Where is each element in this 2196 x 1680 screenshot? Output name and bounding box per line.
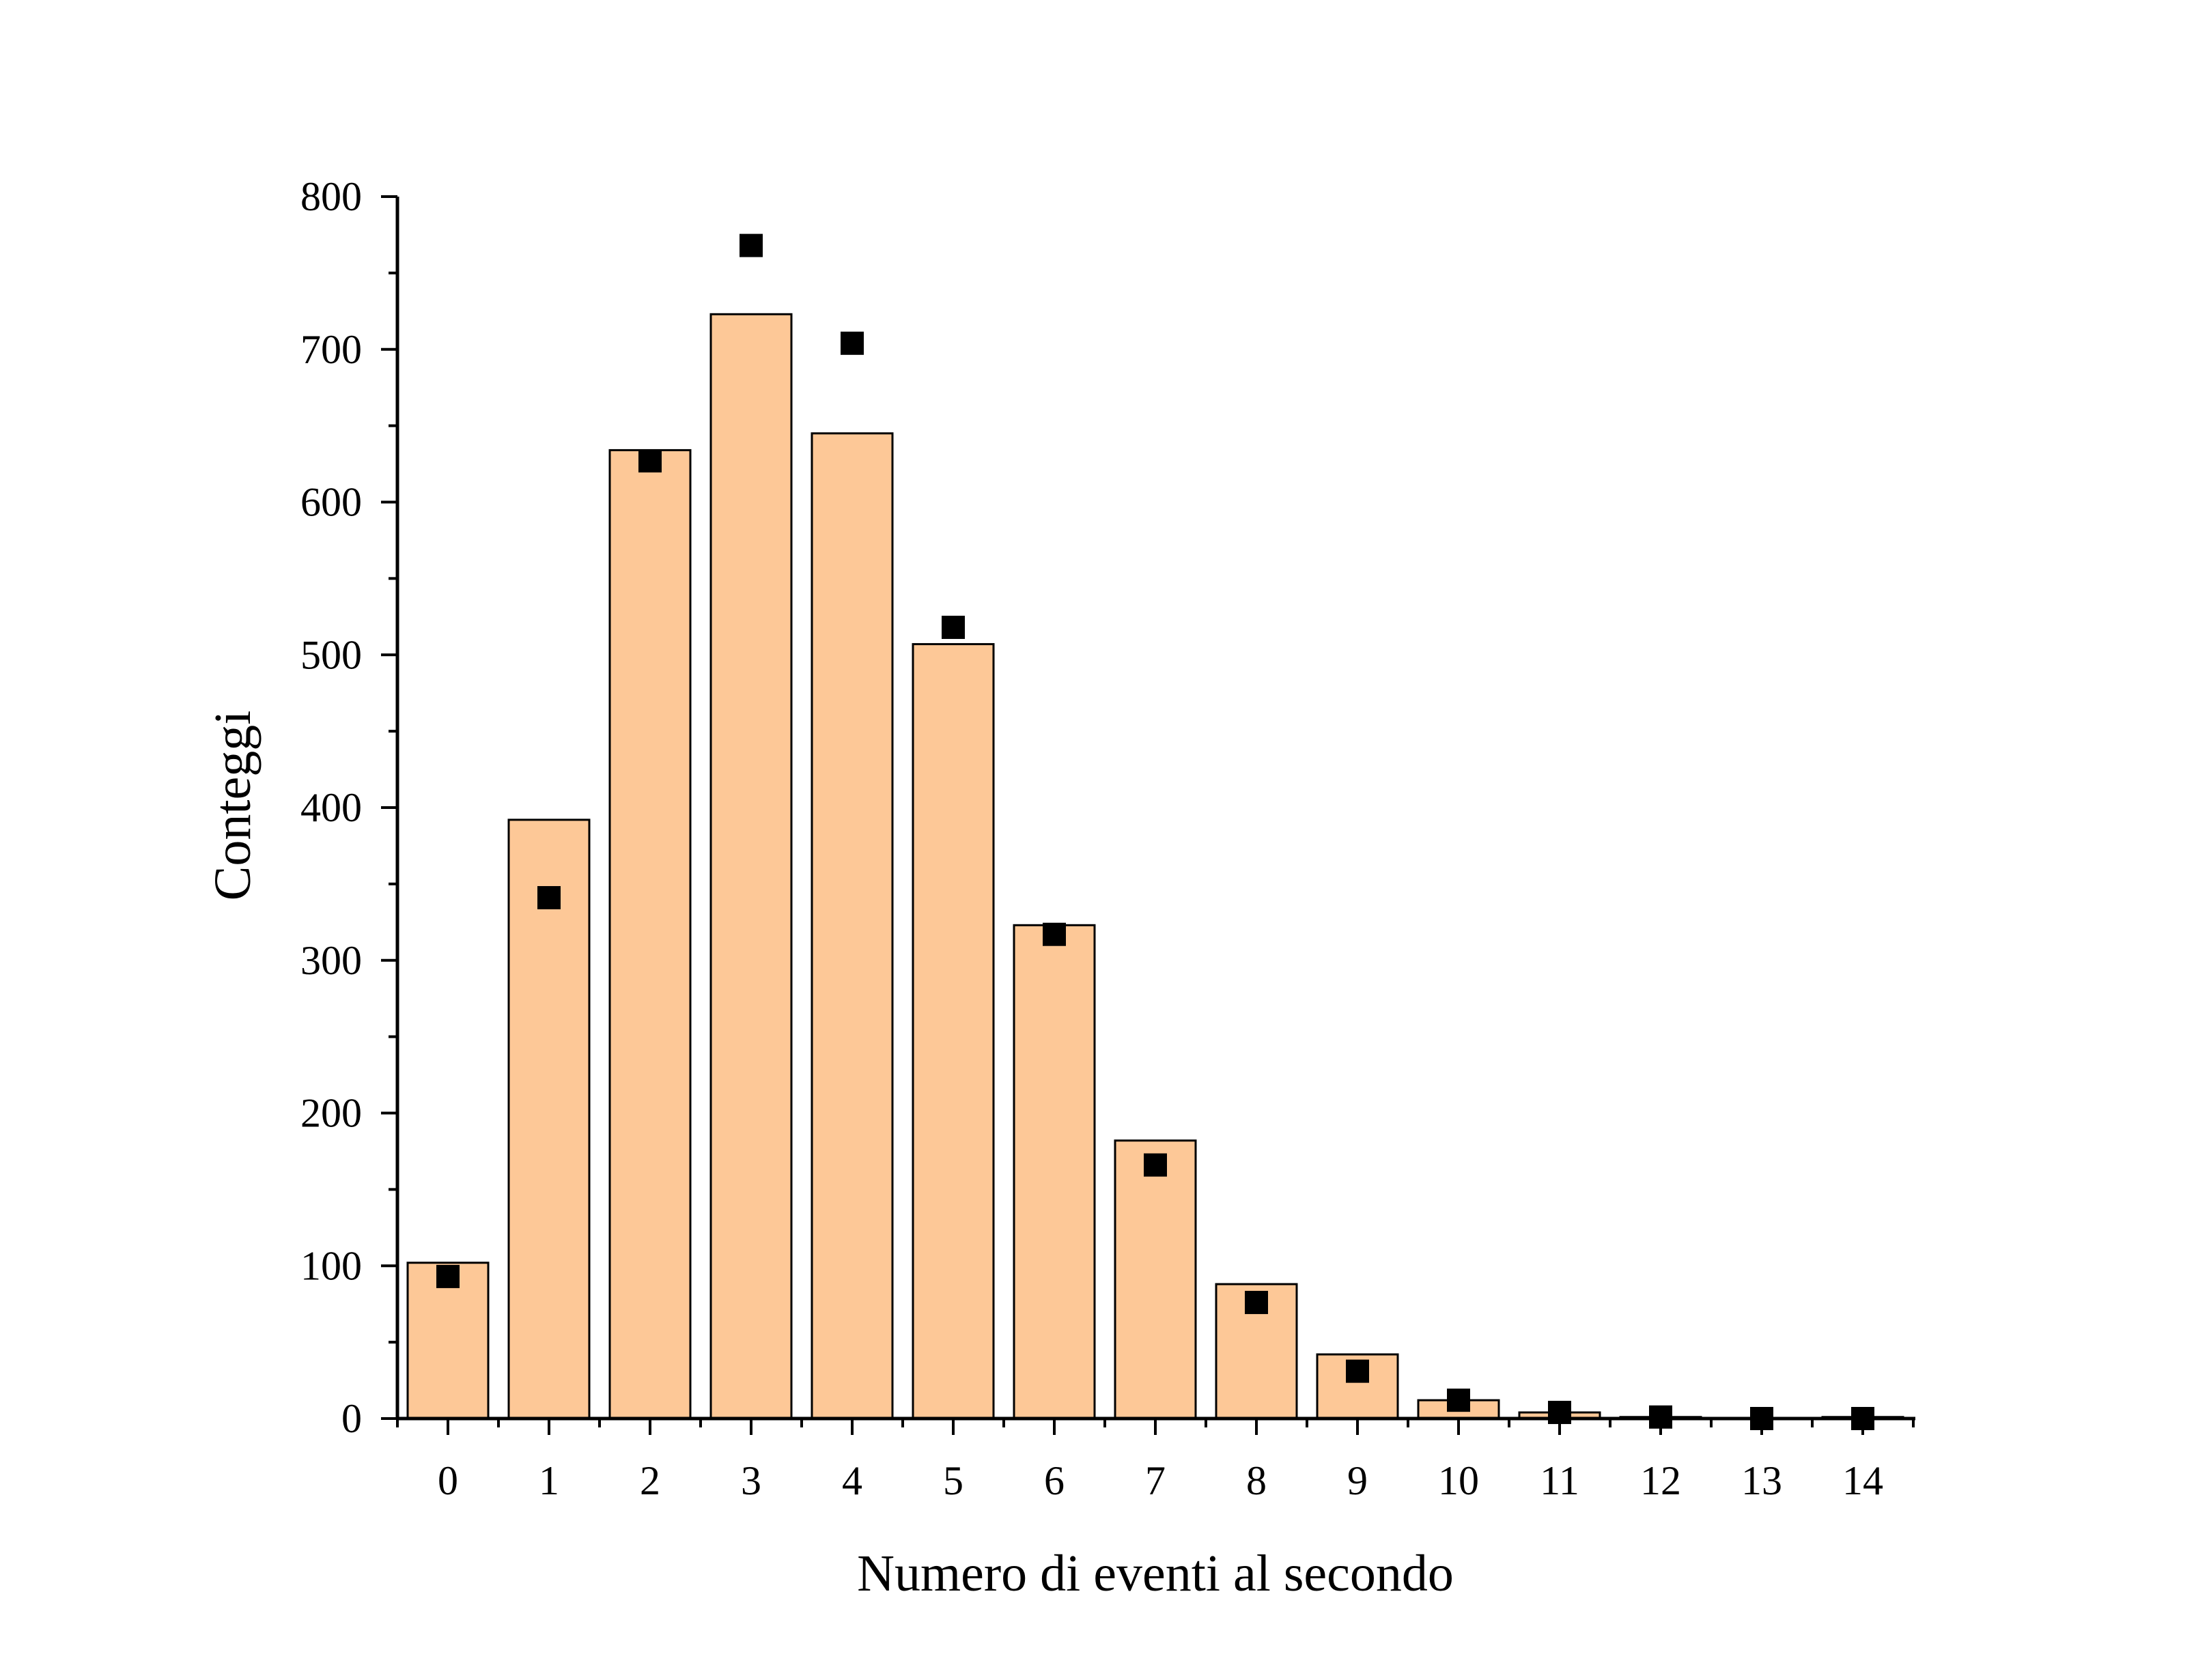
axes: [381, 195, 1915, 1435]
bar-5: [912, 643, 995, 1420]
point-0: [436, 1264, 460, 1288]
y-tick-label: 100: [300, 1243, 362, 1288]
bar-1: [507, 818, 591, 1420]
x-tick-label: 14: [1842, 1458, 1883, 1503]
x-tick-label: 0: [438, 1458, 458, 1503]
point-6: [1043, 922, 1066, 946]
bar-2: [608, 449, 692, 1420]
x-tick-label: 3: [741, 1458, 761, 1503]
x-tick-label: 1: [539, 1458, 559, 1503]
x-tick-label: 5: [943, 1458, 963, 1503]
x-tick-label: 10: [1438, 1458, 1479, 1503]
point-5: [942, 615, 965, 639]
point-1: [537, 886, 561, 910]
bar-0: [406, 1262, 490, 1420]
y-tick-label: 700: [300, 327, 362, 372]
point-4: [841, 331, 864, 355]
x-tick-label: 4: [842, 1458, 862, 1503]
x-tick-label: 8: [1246, 1458, 1267, 1503]
y-axis-title: Conteggi: [204, 711, 262, 901]
bars-layer: [406, 313, 1904, 1420]
x-tick-label: 13: [1741, 1458, 1782, 1503]
y-tick-label: 0: [341, 1396, 362, 1441]
x-tick-label: 7: [1145, 1458, 1166, 1503]
y-tick-label: 500: [300, 632, 362, 677]
x-tick-label: 12: [1640, 1458, 1681, 1503]
point-9: [1346, 1359, 1369, 1383]
point-7: [1144, 1153, 1167, 1177]
y-tick-label: 800: [300, 174, 362, 219]
point-8: [1245, 1290, 1268, 1314]
y-tick-label: 200: [300, 1091, 362, 1136]
x-tick-label: 11: [1540, 1458, 1579, 1503]
point-3: [740, 233, 763, 257]
bar-3: [709, 313, 793, 1420]
point-2: [638, 449, 662, 473]
y-tick-label: 600: [300, 480, 362, 525]
x-tick-label: 2: [640, 1458, 660, 1503]
x-tick-label: 9: [1347, 1458, 1368, 1503]
bar-6: [1013, 924, 1096, 1420]
x-tick-label: 6: [1044, 1458, 1065, 1503]
y-tick-label: 400: [300, 785, 362, 830]
point-10: [1447, 1389, 1470, 1412]
bar-7: [1114, 1139, 1197, 1420]
y-tick-label: 300: [300, 938, 362, 983]
x-axis-title: Numero di eventi al secondo: [857, 1545, 1454, 1602]
bar-4: [811, 432, 894, 1420]
